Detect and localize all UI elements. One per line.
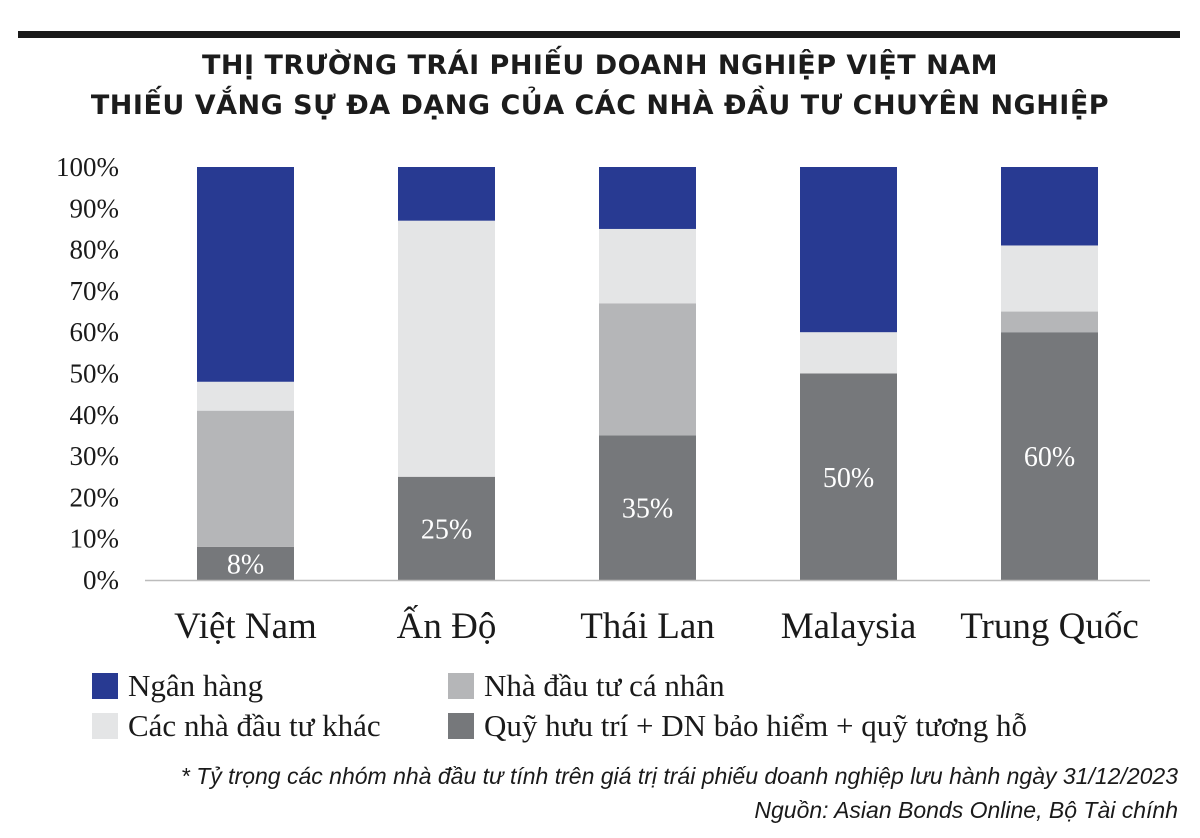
legend-label-individual-investors: Nhà đầu tư cá nhân bbox=[484, 668, 725, 703]
bar-segment bbox=[197, 410, 294, 547]
chart-title-line2: THIẾU VẮNG SỰ ĐA DẠNG CỦA CÁC NHÀ ĐẦU TƯ… bbox=[90, 90, 1110, 121]
y-tick-label: 0% bbox=[83, 565, 119, 595]
legend-swatch-banks bbox=[92, 673, 118, 699]
legend-label-banks: Ngân hàng bbox=[128, 668, 264, 703]
top-rule bbox=[18, 31, 1180, 38]
legend-swatch-pension-insurance-funds bbox=[448, 713, 474, 739]
bar-segment bbox=[197, 381, 294, 411]
data-label: 25% bbox=[421, 514, 472, 545]
y-tick-label: 90% bbox=[70, 193, 120, 223]
legend-swatch-individual-investors bbox=[448, 673, 474, 699]
bar-segment bbox=[1001, 332, 1098, 580]
bar-segment bbox=[599, 435, 696, 580]
x-category-label: Việt Nam bbox=[174, 606, 317, 647]
x-category-label: Thái Lan bbox=[580, 606, 715, 647]
y-tick-label: 80% bbox=[70, 235, 120, 265]
bar-segment bbox=[1001, 311, 1098, 333]
legend-item-banks: Ngân hàng bbox=[92, 666, 263, 706]
bar-segment bbox=[398, 476, 495, 580]
bar-segment bbox=[800, 373, 897, 580]
bar-segment bbox=[1001, 245, 1098, 312]
data-label: 35% bbox=[622, 494, 673, 525]
legend-item-individual-investors: Nhà đầu tư cá nhân bbox=[448, 666, 725, 706]
data-label: 50% bbox=[823, 463, 874, 494]
bar-segment bbox=[599, 303, 696, 436]
source-note: Nguồn: Asian Bonds Online, Bộ Tài chính bbox=[754, 797, 1178, 823]
y-tick-label: 10% bbox=[70, 524, 120, 554]
legend-label-pension-insurance-funds: Quỹ hưu trí + DN bảo hiểm + quỹ tương hỗ bbox=[484, 708, 1028, 743]
y-tick-label: 70% bbox=[70, 276, 120, 306]
x-category-label: Trung Quốc bbox=[960, 606, 1139, 647]
bar-segment bbox=[398, 167, 495, 221]
legend-swatch-other-investors bbox=[92, 713, 118, 739]
bar-segment bbox=[1001, 167, 1098, 246]
y-tick-label: 50% bbox=[70, 359, 120, 389]
bar-segment bbox=[599, 167, 696, 229]
y-tick-label: 60% bbox=[70, 317, 120, 347]
x-category-label: Malaysia bbox=[781, 606, 917, 647]
data-label: 8% bbox=[227, 549, 264, 580]
chart-title-line1: THỊ TRƯỜNG TRÁI PHIẾU DOANH NGHIỆP VIỆT … bbox=[202, 50, 998, 81]
footnote: * Tỷ trọng các nhóm nhà đầu tư tính trên… bbox=[180, 763, 1178, 789]
bar-segment bbox=[800, 167, 897, 333]
bar-segment bbox=[197, 546, 294, 580]
data-label: 60% bbox=[1024, 442, 1075, 473]
y-tick-label: 30% bbox=[70, 441, 120, 471]
legend-item-other-investors: Các nhà đầu tư khác bbox=[92, 706, 381, 746]
x-category-label: Ấn Độ bbox=[397, 604, 497, 647]
y-tick-label: 20% bbox=[70, 482, 120, 512]
legend-label-other-investors: Các nhà đầu tư khác bbox=[128, 708, 381, 743]
bar-segment bbox=[599, 228, 696, 304]
stacked-bar-chart: 0% 10% 20% 30% 40% 50% 60% 70% 80% 90% 100% 8% Việt … bbox=[56, 152, 1150, 647]
legend-item-pension-insurance-funds: Quỹ hưu trí + DN bảo hiểm + quỹ tương hỗ bbox=[448, 706, 1027, 746]
bar-segment bbox=[800, 332, 897, 374]
bar-segment bbox=[398, 220, 495, 477]
bar-segment bbox=[197, 167, 294, 382]
y-tick-label: 100% bbox=[56, 152, 119, 182]
y-tick-label: 40% bbox=[70, 400, 120, 430]
